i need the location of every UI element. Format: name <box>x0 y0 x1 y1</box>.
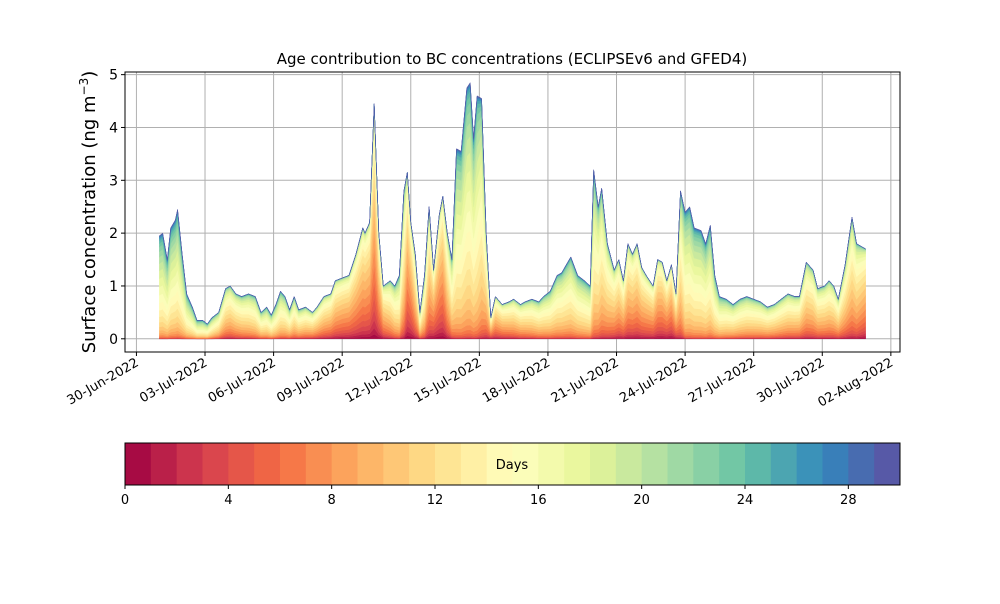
age-band-24-area <box>159 90 866 325</box>
age-band-16-area <box>159 117 866 332</box>
colorbar-bin <box>383 443 410 485</box>
colorbar-tick-label: 12 <box>427 493 444 508</box>
x-tick-label: 09-Jul-2022 <box>274 355 347 406</box>
x-tick-label: 24-Jul-2022 <box>617 355 690 406</box>
y-axis-label-exponent: −3 <box>77 78 91 96</box>
colorbar-tick-label: 24 <box>737 493 754 508</box>
colorbar-tick-label: 0 <box>121 493 129 508</box>
colorbar-axis: 0 4 8 12 16 20 24 28 <box>121 485 857 508</box>
x-tick-label: 03-Jul-2022 <box>137 355 210 406</box>
colorbar-bin <box>770 443 798 485</box>
y-tick-label: 3 <box>109 173 118 189</box>
colorbar-bin <box>254 443 281 485</box>
colorbar-bin <box>512 443 539 485</box>
colorbar-bin <box>564 443 591 485</box>
age-band-25-area <box>159 87 866 325</box>
colorbar-bin <box>822 443 849 485</box>
y-axis: 0 1 2 3 4 5 <box>109 68 125 348</box>
colorbar-bin <box>176 443 203 485</box>
colorbar-tick-label: 28 <box>840 493 857 508</box>
colorbar-bin <box>719 443 746 485</box>
y-tick-label: 4 <box>109 120 118 136</box>
x-tick-label: 18-Jul-2022 <box>480 355 553 406</box>
x-tick-label: 02-Aug-2022 <box>816 355 896 410</box>
x-tick-label: 06-Jul-2022 <box>206 355 279 406</box>
y-axis-label: Surface concentration (ng m−3) <box>77 71 100 354</box>
y-tick-label: 5 <box>109 68 118 84</box>
age-band-29-area <box>159 81 866 325</box>
colorbar <box>125 443 901 485</box>
colorbar-bin <box>641 443 668 485</box>
y-tick-label: 0 <box>109 332 118 348</box>
colorbar-bin <box>848 443 875 485</box>
age-band-27-area <box>159 83 866 325</box>
colorbar-tick-label: 16 <box>530 493 547 508</box>
plot-frame <box>124 71 901 353</box>
x-tick-label: 27-Jul-2022 <box>686 355 759 406</box>
colorbar-bin <box>667 443 694 485</box>
age-band-26-area <box>159 84 866 325</box>
colorbar-bin <box>538 443 565 485</box>
colorbar-bin <box>228 443 255 485</box>
x-tick-label: 30-Jun-2022 <box>65 355 142 408</box>
colorbar-bin <box>280 443 307 485</box>
colorbar-frame <box>124 442 901 486</box>
colorbar-bin <box>796 443 823 485</box>
x-tick-label: 15-Jul-2022 <box>412 355 485 406</box>
age-band-20-area <box>159 105 866 328</box>
colorbar-bin <box>460 443 488 485</box>
colorbar-bin <box>409 443 436 485</box>
colorbar-bin <box>357 443 384 485</box>
colorbar-bin <box>693 443 720 485</box>
age-band-22-area <box>159 102 866 326</box>
age-band-19-area <box>159 107 866 328</box>
y-tick-label: 1 <box>109 279 118 295</box>
age-band-28-area <box>159 82 866 325</box>
chart-title: Age contribution to BC concentrations (E… <box>277 50 748 68</box>
age-band-17-area <box>159 112 866 330</box>
age-band-23-area <box>159 95 866 326</box>
colorbar-bin <box>486 443 513 485</box>
y-tick-label: 2 <box>109 226 118 242</box>
age-band-18-area <box>159 109 866 329</box>
colorbar-bin <box>125 443 152 485</box>
colorbar-tick-label: 4 <box>224 493 232 508</box>
colorbar-label: Days <box>496 458 529 473</box>
colorbar-bin <box>874 443 901 485</box>
x-axis: 30-Jun-202203-Jul-202206-Jul-202209-Jul-… <box>65 352 896 411</box>
colorbar-bin <box>590 443 617 485</box>
stacked-areas <box>159 81 866 340</box>
colorbar-bin <box>305 443 333 485</box>
colorbar-bin <box>615 443 643 485</box>
x-tick-label: 12-Jul-2022 <box>343 355 416 406</box>
colorbar-bin <box>745 443 772 485</box>
colorbar-tick-label: 8 <box>328 493 336 508</box>
colorbar-bin <box>202 443 229 485</box>
age-band-21-area <box>159 104 866 327</box>
colorbar-tick-label: 20 <box>633 493 650 508</box>
colorbar-bin <box>331 443 358 485</box>
x-tick-label: 21-Jul-2022 <box>549 355 622 406</box>
colorbar-bin <box>435 443 462 485</box>
colorbar-bin <box>150 443 178 485</box>
